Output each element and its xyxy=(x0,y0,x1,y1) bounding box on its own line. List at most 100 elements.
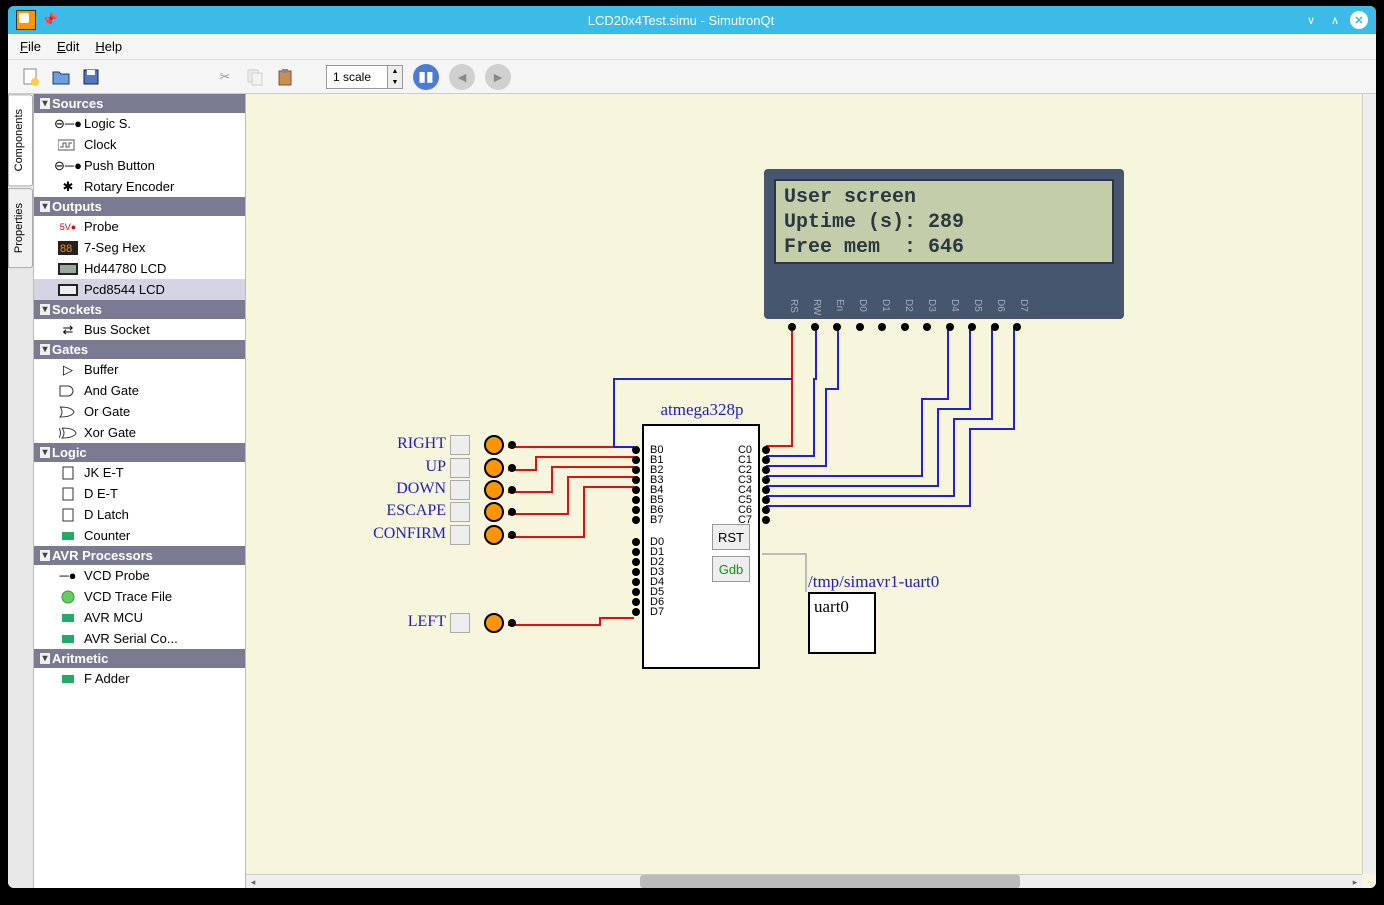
lcd-screen: User screen Uptime (s): 289 Free mem : 6… xyxy=(774,179,1114,264)
tree-header-gates[interactable]: Gates xyxy=(34,340,245,359)
chip-icon xyxy=(58,529,78,543)
probe-icon: 5V● xyxy=(58,220,78,234)
chip-pin-dot xyxy=(632,486,640,494)
tree-item-avr-serial[interactable]: AVR Serial Co... xyxy=(34,628,245,649)
button-label: RIGHT xyxy=(356,435,446,453)
tree-item-bus-socket[interactable]: ⇄Bus Socket xyxy=(34,319,245,340)
canvas-area[interactable]: User screen Uptime (s): 289 Free mem : 6… xyxy=(246,94,1376,888)
paste-button[interactable] xyxy=(272,64,298,90)
chip-pin-dot xyxy=(762,496,770,504)
chip-pin-dot xyxy=(632,456,640,464)
button-label: DOWN xyxy=(356,480,446,498)
tree-item-rotary[interactable]: ✱Rotary Encoder xyxy=(34,176,245,197)
lcd-pin-label: D1 xyxy=(880,299,891,315)
push-pin xyxy=(508,441,516,449)
push-node[interactable] xyxy=(484,502,504,522)
save-file-button[interactable] xyxy=(78,64,104,90)
chip-atmega[interactable]: RST Gdb B0B1B2B3B4B5B6B7D0D1D2D3D4D5D6D7… xyxy=(642,424,760,669)
chip-gdb-button[interactable]: Gdb xyxy=(712,556,750,582)
tree-item-counter[interactable]: Counter xyxy=(34,525,245,546)
tree-item-vcd-trace[interactable]: VCD Trace File xyxy=(34,586,245,607)
chip-pin-dot xyxy=(762,446,770,454)
button-label: CONFIRM xyxy=(356,525,446,543)
vcd-icon: ─● xyxy=(58,569,78,583)
tree-header-sockets[interactable]: Sockets xyxy=(34,300,245,319)
push-button[interactable] xyxy=(450,435,470,455)
tree-header-outputs[interactable]: Outputs xyxy=(34,197,245,216)
chip-pin-dot xyxy=(632,538,640,546)
tree-item-vcd-probe[interactable]: ─●VCD Probe xyxy=(34,565,245,586)
menu-edit[interactable]: Edit xyxy=(57,39,79,54)
push-button[interactable] xyxy=(450,458,470,478)
scale-up[interactable]: ▲ xyxy=(388,66,402,77)
tree-item-buffer[interactable]: ▷Buffer xyxy=(34,359,245,380)
tree-item-avr-mcu[interactable]: AVR MCU xyxy=(34,607,245,628)
push-button[interactable] xyxy=(450,502,470,522)
and-icon xyxy=(58,384,78,398)
push-node[interactable] xyxy=(484,435,504,455)
tree-header-avr[interactable]: AVR Processors xyxy=(34,546,245,565)
tree-header-arith[interactable]: Aritmetic xyxy=(34,649,245,668)
lcd-module[interactable]: User screen Uptime (s): 289 Free mem : 6… xyxy=(764,169,1124,319)
menu-help[interactable]: Help xyxy=(95,39,122,54)
play-button[interactable]: ▮▮ xyxy=(413,64,439,90)
tree-item-dlatch[interactable]: D Latch xyxy=(34,504,245,525)
close-button[interactable]: ✕ xyxy=(1350,11,1368,29)
chip-icon xyxy=(58,632,78,646)
menubar: File Edit Help xyxy=(8,34,1376,60)
chip-pin-dot xyxy=(632,548,640,556)
push-button[interactable] xyxy=(450,525,470,545)
lcd-pin-dot xyxy=(923,323,931,331)
tree-item-det[interactable]: D E-T xyxy=(34,483,245,504)
cut-button[interactable]: ✂ xyxy=(212,64,238,90)
app-icon xyxy=(16,10,36,30)
chip-pin-dot xyxy=(632,558,640,566)
step-fwd-button[interactable]: ► xyxy=(485,64,511,90)
tree-item-jk[interactable]: JK E-T xyxy=(34,462,245,483)
push-pin xyxy=(508,619,516,627)
tree-item-logic-s[interactable]: ⊖─●Logic S. xyxy=(34,113,245,134)
button-icon: ⊖─● xyxy=(58,159,78,173)
tree-item-pcd8544[interactable]: Pcd8544 LCD xyxy=(34,279,245,300)
tree-item-clock[interactable]: Clock xyxy=(34,134,245,155)
new-file-button[interactable] xyxy=(18,64,44,90)
push-node[interactable] xyxy=(484,480,504,500)
tree-item-probe[interactable]: 5V●Probe xyxy=(34,216,245,237)
horizontal-scrollbar[interactable]: ◂ ▸ xyxy=(246,874,1362,888)
maximize-button[interactable]: ∧ xyxy=(1326,11,1344,29)
tree-item-xor[interactable]: Xor Gate xyxy=(34,422,245,443)
tab-components[interactable]: Components xyxy=(8,94,33,186)
menu-file[interactable]: File xyxy=(20,39,41,54)
tree-header-sources[interactable]: Sources xyxy=(34,94,245,113)
vertical-scrollbar[interactable] xyxy=(1362,94,1376,874)
tab-properties[interactable]: Properties xyxy=(8,188,33,268)
minimize-button[interactable]: ∨ xyxy=(1302,11,1320,29)
tree-item-7seg[interactable]: 887-Seg Hex xyxy=(34,237,245,258)
tree-header-logic[interactable]: Logic xyxy=(34,443,245,462)
scale-down[interactable]: ▼ xyxy=(388,77,402,88)
pin-icon[interactable]: 📌 xyxy=(42,12,58,28)
buffer-icon: ▷ xyxy=(58,363,78,377)
tree-item-or[interactable]: Or Gate xyxy=(34,401,245,422)
push-button[interactable] xyxy=(450,613,470,633)
scale-input[interactable] xyxy=(327,68,387,86)
push-button[interactable] xyxy=(450,480,470,500)
open-file-button[interactable] xyxy=(48,64,74,90)
chip-rst-button[interactable]: RST xyxy=(712,524,750,550)
chip-pin-label: B7 xyxy=(650,514,663,526)
step-back-button[interactable]: ◄ xyxy=(449,64,475,90)
push-node[interactable] xyxy=(484,525,504,545)
tree-item-push-button[interactable]: ⊖─●Push Button xyxy=(34,155,245,176)
scroll-left[interactable]: ◂ xyxy=(246,875,260,888)
chip-pin-label: C7 xyxy=(738,514,752,526)
tree-item-and[interactable]: And Gate xyxy=(34,380,245,401)
push-node[interactable] xyxy=(484,613,504,633)
copy-button[interactable] xyxy=(242,64,268,90)
tree-item-hd44780[interactable]: Hd44780 LCD xyxy=(34,258,245,279)
push-node[interactable] xyxy=(484,458,504,478)
scroll-right[interactable]: ▸ xyxy=(1348,875,1362,888)
scale-spinner[interactable]: ▲▼ xyxy=(326,65,403,89)
tree-item-fadder[interactable]: F Adder xyxy=(34,668,245,689)
chip-label: atmega328p xyxy=(642,400,762,420)
scroll-thumb[interactable] xyxy=(640,875,1020,888)
